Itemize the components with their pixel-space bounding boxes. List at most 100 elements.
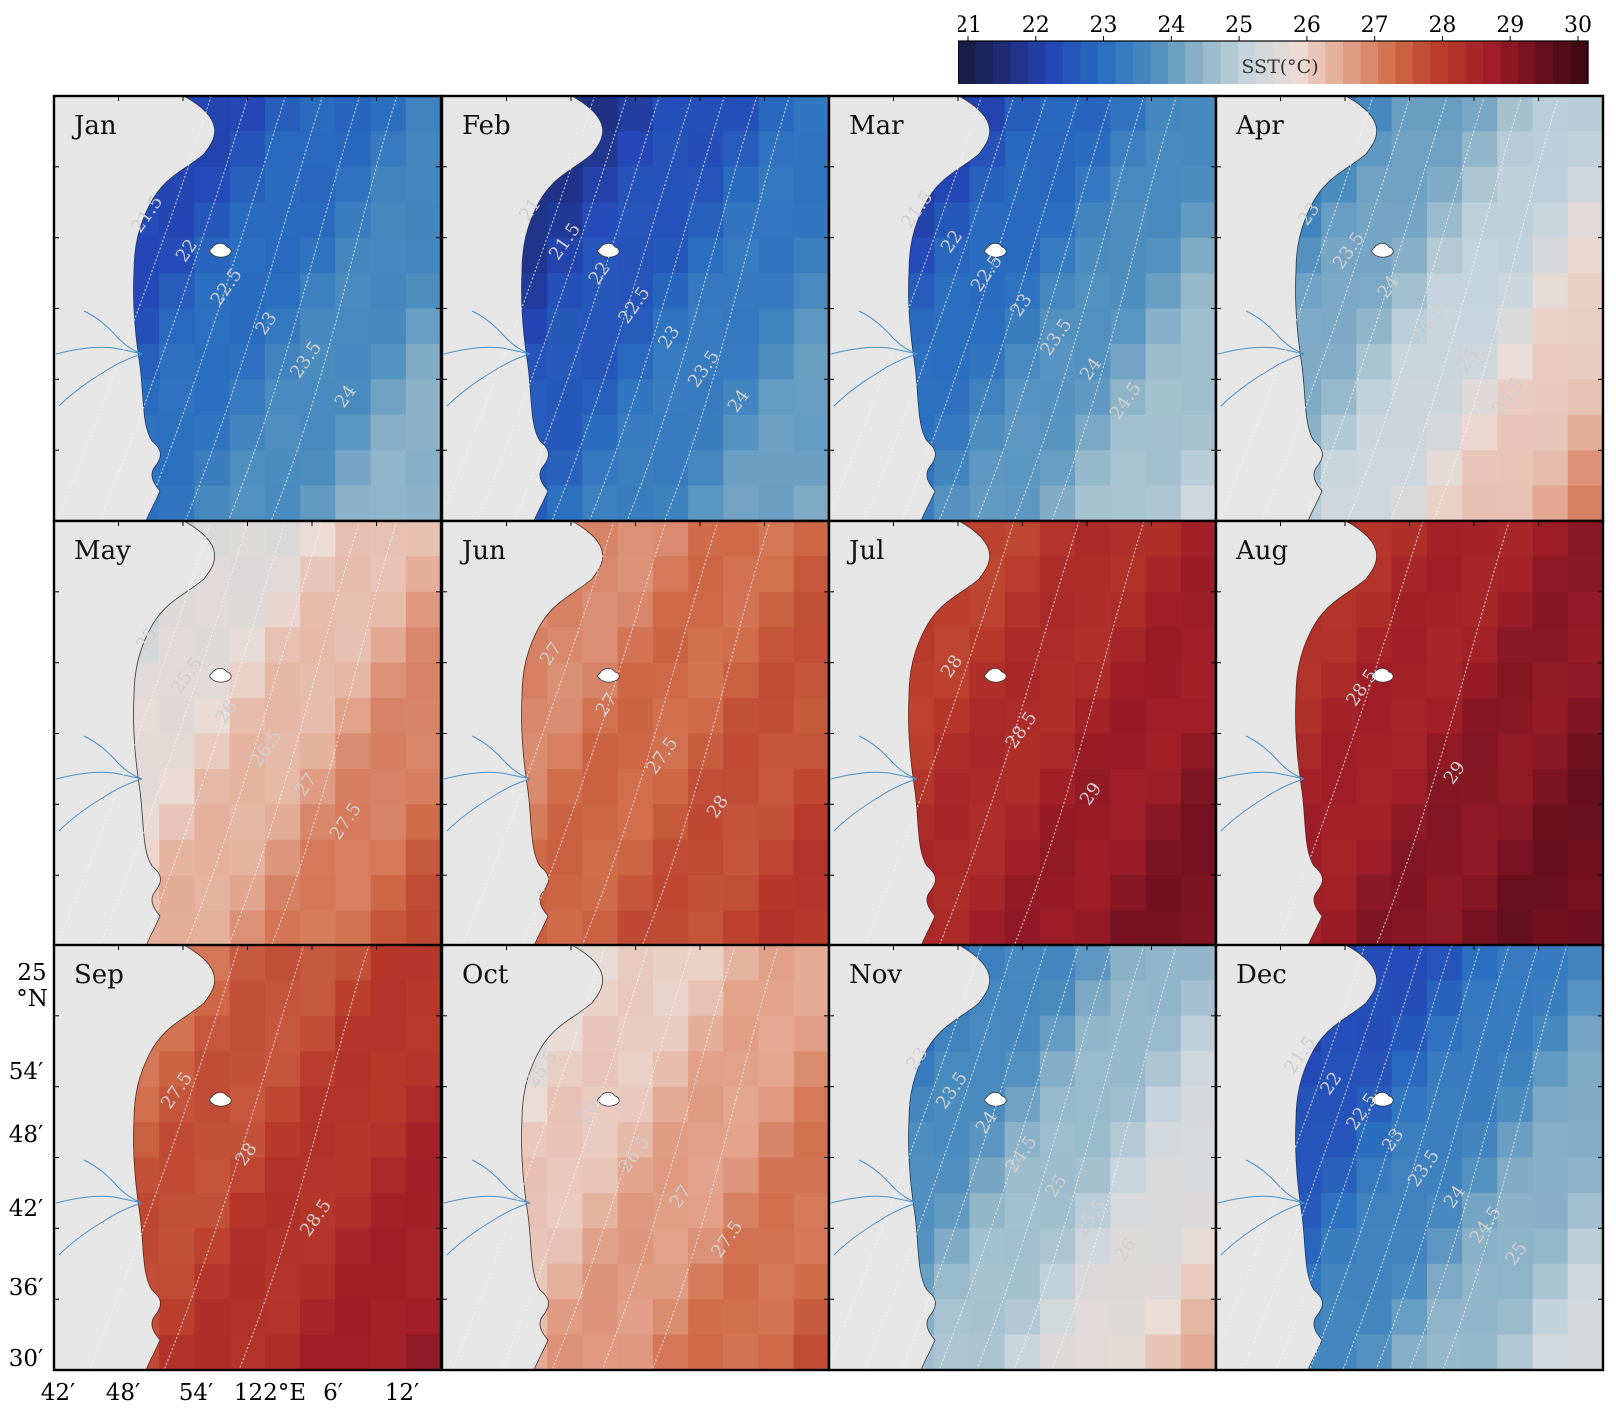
sst-cell bbox=[1391, 1299, 1428, 1336]
sst-cell bbox=[793, 1015, 829, 1052]
sst-cell bbox=[617, 1122, 654, 1158]
sst-cell bbox=[335, 1051, 371, 1088]
sst-cell bbox=[335, 343, 371, 380]
sst-cell bbox=[547, 627, 583, 664]
sst-cell bbox=[1180, 1228, 1216, 1265]
sst-cell bbox=[264, 1192, 301, 1229]
sst-cell bbox=[1180, 804, 1216, 841]
sst-cell bbox=[1004, 556, 1041, 593]
sst-cell bbox=[617, 1228, 654, 1265]
contour-line bbox=[1346, 96, 1486, 521]
sst-cell bbox=[1532, 96, 1569, 132]
sst-cell bbox=[758, 96, 795, 132]
sst-cell bbox=[370, 839, 407, 876]
sst-cell bbox=[547, 1228, 583, 1265]
sst-cell bbox=[934, 273, 970, 309]
sst-cell bbox=[1567, 662, 1603, 699]
sst-cell bbox=[547, 839, 583, 876]
sst-cell bbox=[652, 1263, 689, 1300]
contour-line bbox=[501, 945, 650, 1370]
sst-cell bbox=[1145, 308, 1182, 345]
sst-cell bbox=[1180, 945, 1216, 981]
sst-cell bbox=[1004, 308, 1041, 345]
contour-line bbox=[56, 96, 212, 521]
sst-cell bbox=[969, 627, 1006, 664]
sst-cell bbox=[617, 202, 654, 239]
sst-cell bbox=[1391, 875, 1428, 912]
sst-cell bbox=[1110, 733, 1146, 770]
sst-cell bbox=[405, 591, 441, 628]
river bbox=[55, 346, 143, 355]
sst-cell bbox=[1145, 450, 1182, 487]
sst-cell bbox=[1391, 308, 1428, 345]
colorbar-cell bbox=[1010, 41, 1029, 84]
sst-cell bbox=[688, 768, 724, 805]
sst-cell bbox=[1532, 379, 1569, 416]
sst-cell bbox=[1356, 485, 1393, 521]
sst-cell bbox=[688, 980, 724, 1017]
month-label: Mar bbox=[849, 111, 904, 141]
sst-cell bbox=[1145, 556, 1182, 593]
colorbar-cell bbox=[993, 41, 1012, 84]
sst-cell bbox=[652, 698, 689, 734]
sst-cell bbox=[1180, 627, 1216, 664]
sst-cell bbox=[617, 521, 654, 557]
sst-cell bbox=[723, 166, 759, 203]
sst-cell bbox=[1039, 1015, 1076, 1052]
sst-cell bbox=[582, 591, 619, 628]
sst-cell bbox=[370, 1263, 407, 1300]
sst-cell bbox=[335, 1228, 371, 1265]
sst-cell bbox=[652, 450, 689, 487]
sst-cell bbox=[758, 768, 795, 805]
sst-cell bbox=[793, 980, 829, 1017]
sst-cell bbox=[723, 875, 759, 912]
sst-cell bbox=[229, 1122, 266, 1158]
sst-cell bbox=[688, 1122, 724, 1158]
colorbar-cell bbox=[1553, 41, 1572, 84]
sst-cell bbox=[1356, 768, 1393, 805]
lon-tick-label: 54′ bbox=[179, 1380, 214, 1406]
sst-cell bbox=[1004, 1122, 1041, 1158]
sst-cell bbox=[1004, 733, 1041, 770]
sst-cell bbox=[1075, 804, 1111, 841]
sst-cell bbox=[793, 166, 829, 203]
month-label: Jul bbox=[846, 536, 884, 566]
sst-cell bbox=[1039, 1334, 1076, 1370]
sst-cell bbox=[1180, 1192, 1216, 1229]
sst-cell bbox=[194, 1192, 231, 1229]
sst-cell bbox=[1497, 662, 1533, 699]
contour-line bbox=[1275, 521, 1424, 946]
sst-cell bbox=[688, 96, 724, 132]
sst-cell bbox=[1567, 875, 1603, 912]
contour-line bbox=[601, 945, 736, 1370]
sst-cell bbox=[1497, 1086, 1533, 1123]
sst-cell bbox=[1145, 768, 1182, 805]
colorbar-cell bbox=[1413, 41, 1432, 84]
sst-cell bbox=[969, 1051, 1006, 1088]
sst-cell bbox=[264, 485, 301, 521]
sst-cell bbox=[405, 1157, 441, 1194]
sst-cell bbox=[300, 1334, 336, 1370]
sst-cell bbox=[617, 414, 654, 451]
sst-cell bbox=[1145, 1228, 1182, 1265]
sst-cell bbox=[1180, 1122, 1216, 1158]
sst-cell bbox=[934, 485, 970, 521]
sst-cell bbox=[1567, 945, 1603, 981]
colorbar-cell bbox=[1185, 41, 1204, 84]
sst-cell bbox=[370, 804, 407, 841]
sst-cell bbox=[1110, 1157, 1146, 1194]
sst-cell bbox=[969, 1015, 1006, 1052]
sst-cell bbox=[723, 627, 759, 664]
sst-cell bbox=[1180, 273, 1216, 309]
sst-cell bbox=[969, 166, 1006, 203]
island bbox=[1371, 242, 1394, 258]
sst-cell bbox=[547, 1157, 583, 1194]
sst-cell bbox=[229, 1015, 266, 1052]
sst-cell bbox=[1075, 308, 1111, 345]
sst-cell bbox=[159, 910, 195, 946]
sst-cell bbox=[1567, 96, 1603, 132]
sst-cell bbox=[405, 1192, 441, 1229]
river bbox=[471, 310, 531, 355]
sst-cell bbox=[582, 1157, 619, 1194]
